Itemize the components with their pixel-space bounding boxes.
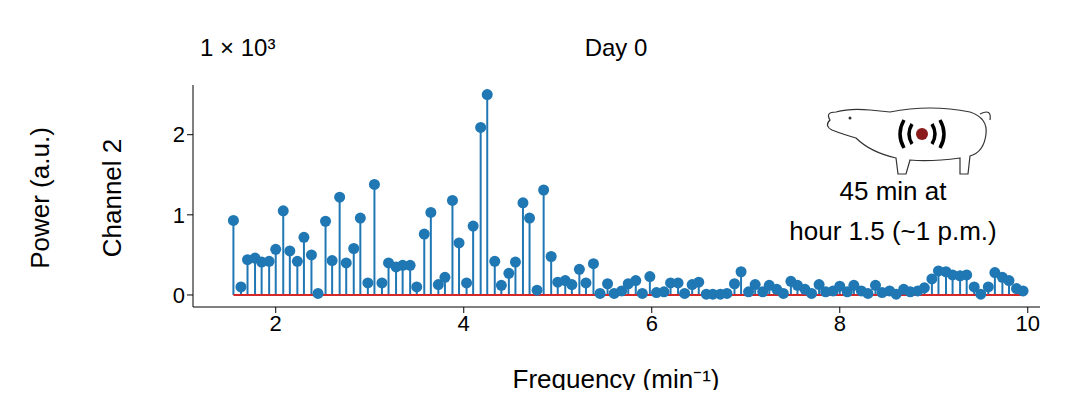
html-text:Channel 2: Channel 2 <box>96 138 127 258</box>
svg-text:6: 6 <box>646 311 658 336</box>
svg-text:10: 10 <box>1016 311 1040 336</box>
svg-text:8: 8 <box>834 311 846 336</box>
html-text:hour 1.5 (~1 p.m.): hour 1.5 (~1 p.m.) <box>789 216 997 246</box>
svg-text:2: 2 <box>173 122 185 147</box>
html-text:Day 0: Day 0 <box>584 34 648 61</box>
html-text:Frequency (min⁻¹): Frequency (min⁻¹) <box>512 364 720 394</box>
svg-text:2: 2 <box>270 311 282 336</box>
html-text:1 × 10³: 1 × 10³ <box>200 34 276 61</box>
svg-text:0: 0 <box>173 283 185 308</box>
html-text:Power (a.u.): Power (a.u.) <box>24 127 55 269</box>
svg-text:4: 4 <box>458 311 470 336</box>
svg-text:1: 1 <box>173 203 185 228</box>
html-text:45 min at: 45 min at <box>839 176 947 206</box>
